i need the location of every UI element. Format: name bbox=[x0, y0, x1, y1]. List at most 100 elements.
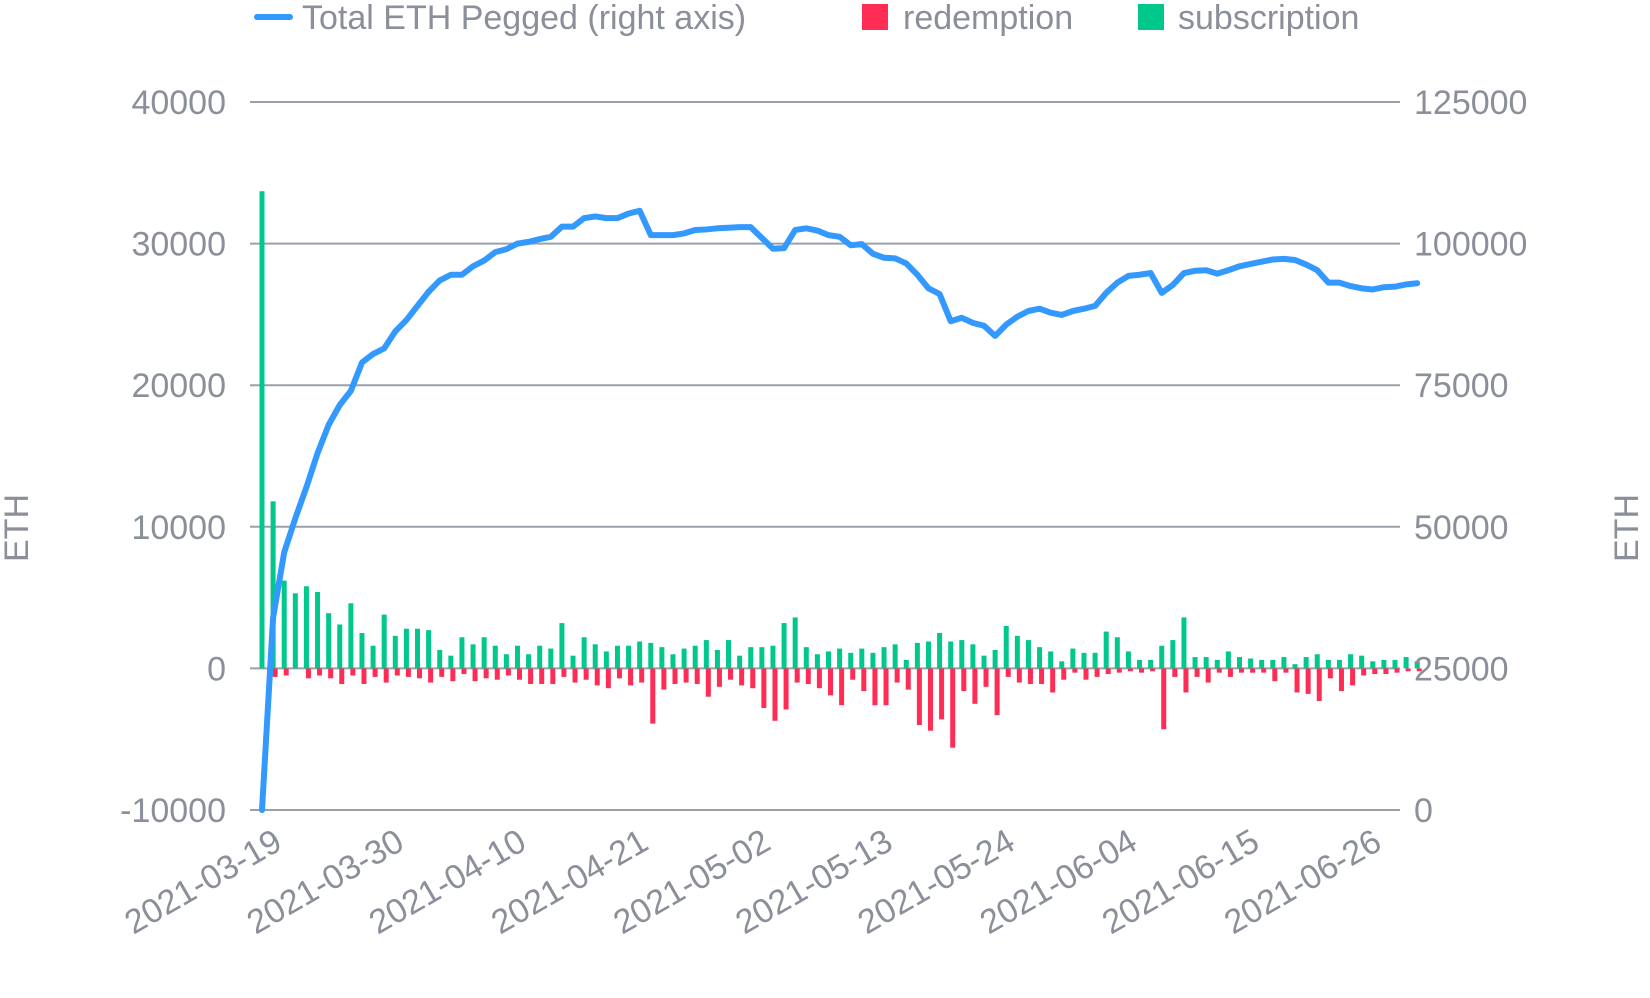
subscription-bar bbox=[759, 647, 765, 669]
subscription-bar bbox=[881, 647, 887, 669]
subscription-bar bbox=[1048, 651, 1054, 669]
redemption-bar bbox=[450, 668, 456, 682]
subscription-bar bbox=[459, 637, 465, 669]
redemption-bar bbox=[916, 668, 922, 726]
subscription-bar bbox=[737, 655, 743, 669]
redemption-bar bbox=[694, 668, 700, 684]
subscription-bar bbox=[681, 648, 687, 669]
redemption-bar bbox=[1372, 668, 1378, 675]
subscription-bar bbox=[1092, 652, 1098, 669]
subscription-bar bbox=[315, 591, 321, 669]
legend-label-subscription: subscription bbox=[1178, 0, 1359, 37]
subscription-bar bbox=[859, 648, 865, 669]
subscription-bar bbox=[570, 655, 576, 669]
redemption-bar bbox=[927, 668, 933, 731]
subscription-bar bbox=[1292, 664, 1298, 669]
subscription-bar bbox=[326, 613, 332, 669]
redemption-bar bbox=[1039, 668, 1045, 684]
subscription-bar bbox=[470, 644, 476, 669]
subscription-bar bbox=[1059, 661, 1065, 669]
redemption-bar bbox=[1316, 668, 1322, 701]
right-axis-ticks: 125000 100000 75000 50000 25000 0 bbox=[1414, 84, 1527, 830]
redemption-bar bbox=[1127, 668, 1133, 672]
redemption-bar bbox=[317, 668, 323, 676]
line-series bbox=[259, 207, 1421, 813]
subscription-bar bbox=[1181, 617, 1187, 669]
subscription-bar bbox=[1148, 659, 1154, 669]
subscription-bar bbox=[381, 614, 387, 669]
left-tick-label: -10000 bbox=[120, 792, 226, 830]
redemption-bar bbox=[839, 668, 845, 706]
redemption-bar bbox=[772, 668, 778, 721]
subscription-bar bbox=[1203, 657, 1209, 669]
redemption-bar bbox=[761, 668, 767, 709]
right-tick-label: 100000 bbox=[1414, 226, 1527, 264]
subscription-bar bbox=[970, 644, 976, 669]
redemption-bar bbox=[1072, 668, 1078, 673]
redemption-bar bbox=[1161, 668, 1167, 730]
redemption-bar bbox=[972, 668, 978, 704]
subscription-bar bbox=[359, 633, 365, 669]
subscription-bar bbox=[1414, 661, 1420, 669]
redemption-bar bbox=[1405, 668, 1411, 672]
legend-label-redemption: redemption bbox=[903, 0, 1073, 37]
subscription-bar bbox=[937, 633, 943, 669]
redemption-bar bbox=[583, 668, 589, 680]
redemption-bar bbox=[1027, 668, 1033, 684]
redemption-bar bbox=[1227, 668, 1233, 677]
subscription-bar bbox=[1359, 655, 1365, 669]
redemption-bar bbox=[539, 668, 545, 684]
subscription-bar bbox=[492, 645, 498, 669]
redemption-bar bbox=[683, 668, 689, 683]
subscription-bar bbox=[1103, 631, 1109, 669]
redemption-bar bbox=[816, 668, 822, 689]
subscription-bar bbox=[514, 645, 520, 669]
redemption-bar bbox=[361, 668, 367, 684]
redemption-bar bbox=[472, 668, 478, 682]
legend-swatch-subscription bbox=[1138, 4, 1164, 30]
redemption-bar bbox=[1216, 668, 1222, 673]
right-tick-label: 0 bbox=[1414, 792, 1433, 830]
subscription-bar bbox=[1159, 645, 1165, 669]
redemption-bar bbox=[528, 668, 534, 684]
redemption-bar bbox=[516, 668, 522, 680]
redemption-bar bbox=[1416, 668, 1422, 672]
bars bbox=[259, 191, 1422, 748]
redemption-bar bbox=[1016, 668, 1022, 683]
subscription-bar bbox=[614, 645, 620, 669]
subscription-bar bbox=[370, 645, 376, 669]
subscription-bar bbox=[592, 644, 598, 669]
redemption-bar bbox=[483, 668, 489, 679]
subscription-bar bbox=[659, 647, 665, 669]
right-axis-title: ETH bbox=[1608, 494, 1646, 562]
redemption-bar bbox=[1350, 668, 1356, 686]
redemption-bar bbox=[1116, 668, 1122, 673]
subscription-bar bbox=[837, 648, 843, 669]
subscription-bar bbox=[537, 645, 543, 669]
subscription-bar bbox=[1192, 657, 1198, 669]
subscription-bar bbox=[415, 628, 421, 669]
subscription-bar bbox=[348, 603, 354, 669]
redemption-bar bbox=[1194, 668, 1200, 677]
subscription-bar bbox=[1392, 659, 1398, 669]
subscription-bar bbox=[981, 655, 987, 669]
subscription-bar bbox=[337, 624, 343, 669]
subscription-bar bbox=[437, 649, 443, 669]
redemption-bar bbox=[639, 668, 645, 683]
subscription-bar bbox=[1003, 625, 1009, 669]
left-tick-label: 10000 bbox=[131, 509, 226, 547]
x-axis-ticks: 2021-03-192021-03-302021-04-102021-04-21… bbox=[118, 822, 1387, 942]
subscription-bar bbox=[692, 645, 698, 669]
subscription-bar bbox=[481, 637, 487, 669]
redemption-bar bbox=[594, 668, 600, 686]
redemption-bar bbox=[728, 668, 734, 680]
redemption-bar bbox=[794, 668, 800, 683]
right-tick-label: 75000 bbox=[1414, 367, 1509, 405]
redemption-bar bbox=[628, 668, 634, 686]
redemption-bar bbox=[1005, 668, 1011, 677]
subscription-bar bbox=[770, 645, 776, 669]
subscription-bar bbox=[803, 647, 809, 669]
subscription-bar bbox=[1170, 640, 1176, 669]
redemption-bar bbox=[1383, 668, 1389, 675]
redemption-bar bbox=[705, 668, 711, 697]
